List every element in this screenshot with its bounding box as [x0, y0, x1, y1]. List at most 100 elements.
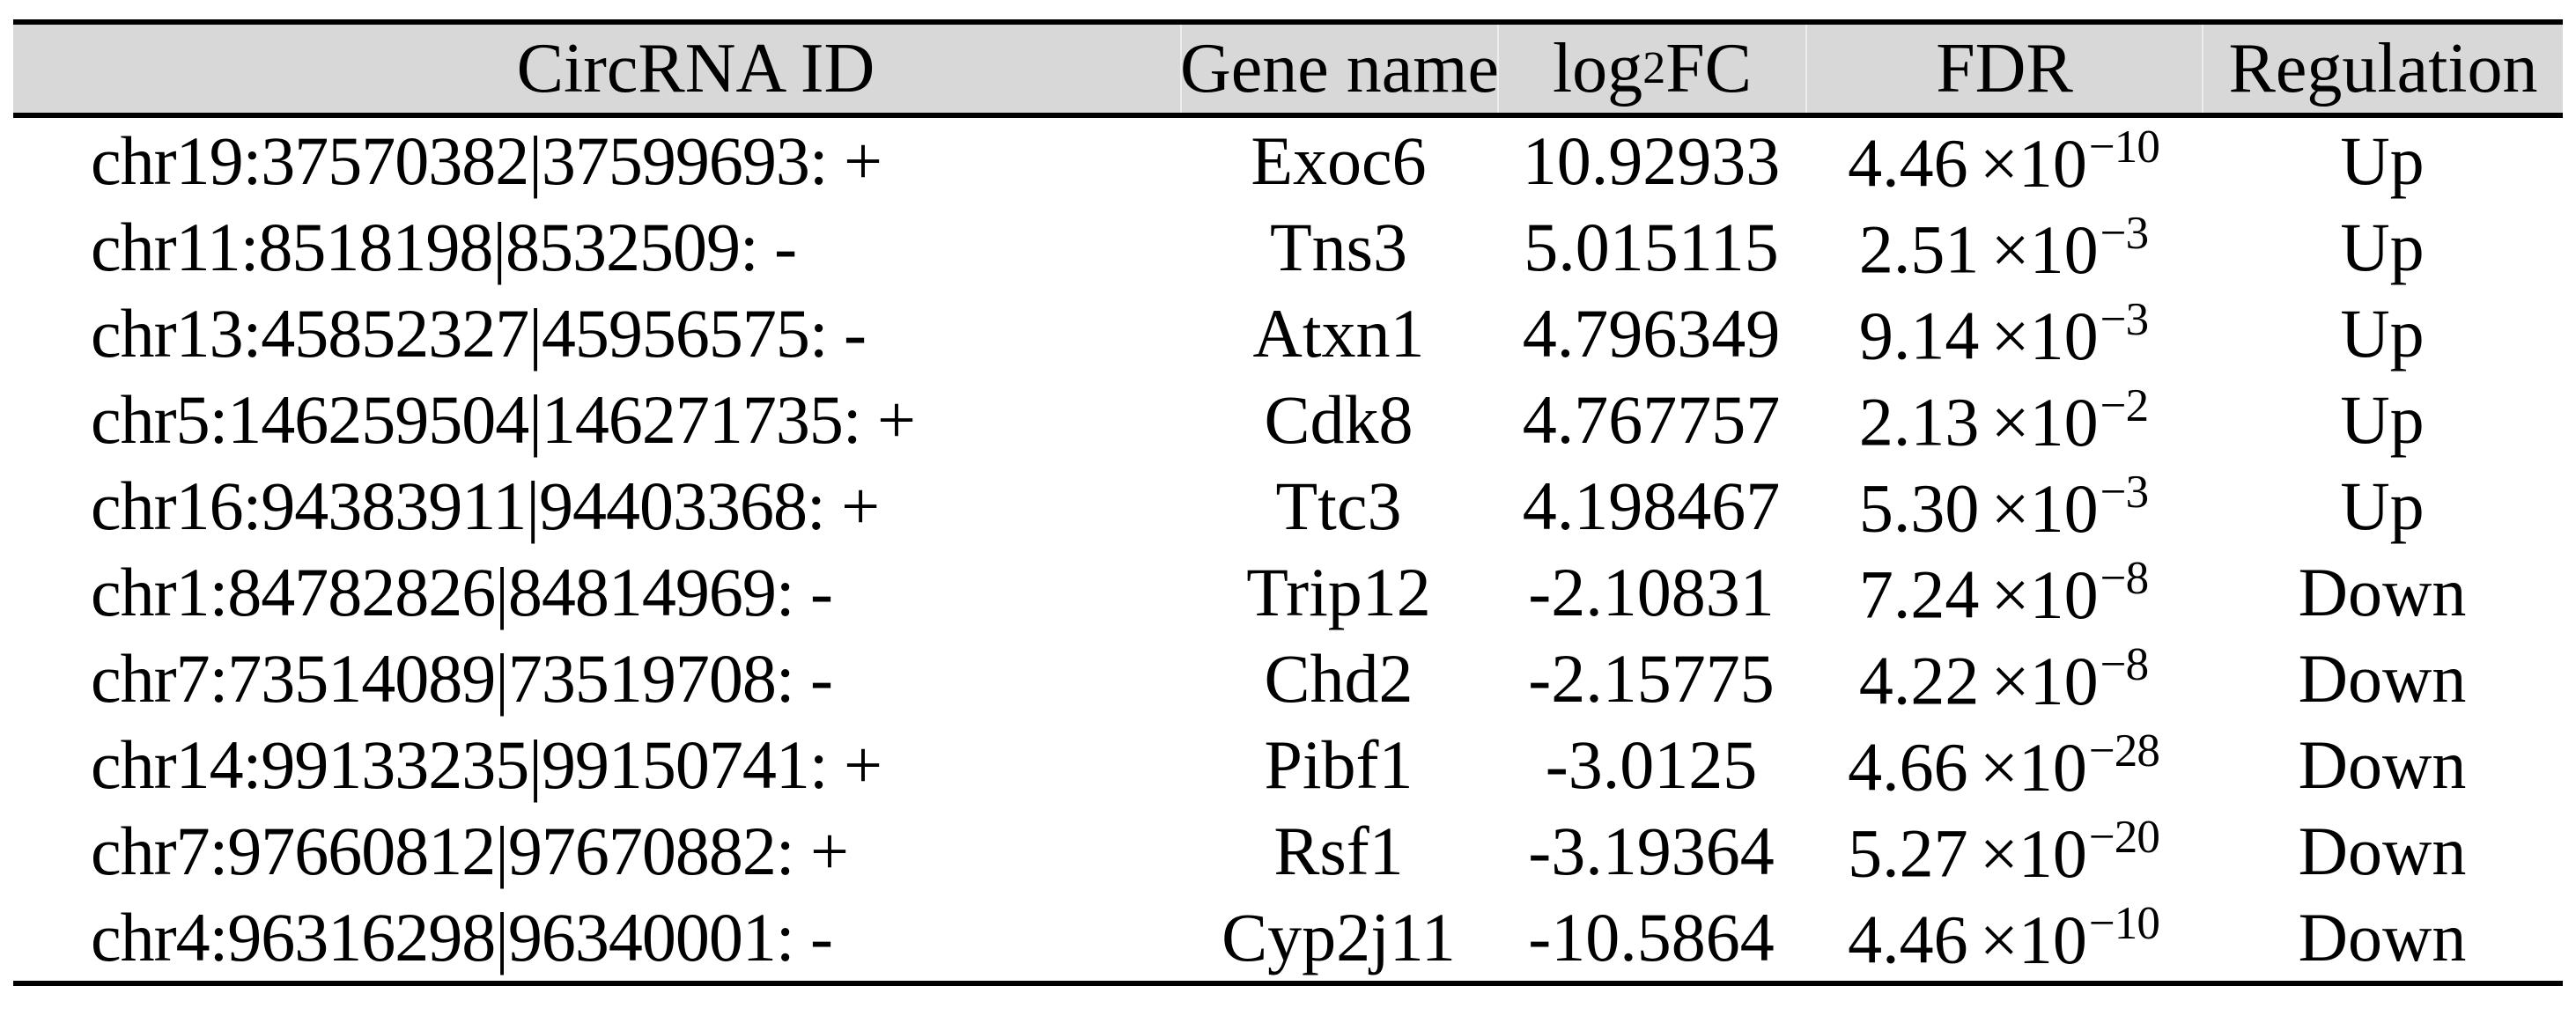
fdr-times-ten: ×10 [1979, 124, 2087, 202]
table-body: chr19:37570382|37599693: + Exoc6 10.9293… [13, 118, 2563, 986]
fdr-cell: 4.66 ×10−28 [1805, 728, 2202, 802]
fdr-exponent: −3 [2100, 294, 2149, 346]
fdr-cell: 2.13 ×10−2 [1805, 383, 2202, 457]
fdr-times-ten: ×10 [1979, 814, 2087, 892]
table-row: chr5:146259504|146271735: + Cdk8 4.76775… [13, 377, 2563, 463]
gene-name-cell: Cyp2j11 [1222, 899, 1456, 975]
table-row: chr19:37570382|37599693: + Exoc6 10.9293… [13, 118, 2563, 204]
fdr-cell: 4.46 ×10−10 [1805, 901, 2202, 975]
gene-name-cell: Rsf1 [1273, 813, 1404, 889]
fdr-exponent: −28 [2088, 725, 2160, 777]
log2fc-cell: -10.5864 [1528, 899, 1775, 975]
fdr-mantissa: 4.22 [1858, 642, 1980, 719]
regulation-cell: Up [2340, 381, 2425, 458]
table-row: chr16:94383911|94403368: + Ttc3 4.198467… [13, 463, 2563, 549]
log2fc-prefix: log [1552, 30, 1643, 107]
fdr-mantissa: 2.51 [1858, 210, 1980, 288]
gene-name-cell: Exoc6 [1251, 122, 1427, 199]
log2fc-cell: 4.767757 [1522, 381, 1781, 458]
fdr-cell: 2.51 ×10−3 [1805, 210, 2202, 284]
regulation-cell: Up [2340, 467, 2425, 544]
table-row: chr13:45852327|45956575: - Atxn1 4.79634… [13, 291, 2563, 377]
fdr-times-ten: ×10 [1990, 556, 2099, 633]
fdr-times-ten: ×10 [1990, 297, 2099, 374]
fdr-mantissa: 4.66 [1848, 728, 1968, 806]
fdr-exponent: −10 [2088, 121, 2160, 173]
column-header-log2fc: log 2 FC [1497, 25, 1805, 113]
fdr-cell: 4.22 ×10−8 [1805, 642, 2202, 716]
column-header-regulation: Regulation [2202, 25, 2563, 113]
regulation-cell: Up [2340, 122, 2425, 199]
fdr-exponent: −10 [2088, 898, 2160, 950]
fdr-exponent: −8 [2100, 553, 2149, 605]
circrna-id-cell: chr11:8518198|8532509: - [91, 209, 797, 285]
regulation-cell: Down [2298, 554, 2467, 630]
circrna-id-cell: chr7:97660812|97670882: + [91, 813, 849, 889]
gene-name-cell: Pibf1 [1264, 726, 1413, 803]
circrna-table: CircRNA ID Gene name log 2 FC FDR Regulati… [13, 19, 2563, 986]
fdr-cell: 9.14 ×10−3 [1805, 297, 2202, 371]
gene-name-cell: Cdk8 [1264, 381, 1413, 458]
fdr-exponent: −3 [2100, 208, 2149, 260]
table-row: chr4:96316298|96340001: - Cyp2j11 -10.58… [13, 894, 2563, 981]
fdr-mantissa: 9.14 [1858, 297, 1980, 374]
log2fc-cell: -3.0125 [1545, 726, 1758, 803]
gene-name-cell: Trip12 [1246, 554, 1431, 630]
regulation-cell: Down [2298, 640, 2467, 717]
fdr-times-ten: ×10 [1979, 901, 2087, 978]
table-row: chr7:97660812|97670882: + Rsf1 -3.19364 … [13, 808, 2563, 894]
circrna-id-cell: chr16:94383911|94403368: + [91, 467, 880, 544]
regulation-cell: Down [2298, 813, 2467, 889]
fdr-cell: 7.24 ×10−8 [1805, 556, 2202, 629]
fdr-mantissa: 2.13 [1858, 383, 1980, 460]
fdr-times-ten: ×10 [1990, 383, 2099, 460]
gene-name-cell: Chd2 [1264, 640, 1413, 717]
fdr-cell: 5.30 ×10−3 [1805, 469, 2202, 543]
log2fc-cell: 4.198467 [1522, 467, 1781, 544]
regulation-cell: Down [2298, 899, 2467, 975]
fdr-mantissa: 5.27 [1848, 814, 1968, 892]
table-row: chr11:8518198|8532509: - Tns3 5.015115 2… [13, 204, 2563, 291]
fdr-exponent: −2 [2100, 380, 2149, 432]
table-row: chr1:84782826|84814969: - Trip12 -2.1083… [13, 549, 2563, 636]
circrna-id-cell: chr14:99133235|99150741: + [91, 726, 882, 803]
circrna-id-cell: chr4:96316298|96340001: - [91, 899, 833, 975]
log2fc-suffix: FC [1665, 30, 1753, 107]
log2fc-cell: -2.10831 [1528, 554, 1775, 630]
circrna-id-cell: chr7:73514089|73519708: - [91, 640, 833, 717]
fdr-times-ten: ×10 [1979, 728, 2087, 806]
fdr-mantissa: 4.46 [1848, 901, 1968, 978]
column-header-gene-name: Gene name [1180, 25, 1499, 113]
fdr-mantissa: 5.30 [1858, 469, 1980, 547]
fdr-exponent: −8 [2100, 639, 2149, 691]
circrna-id-cell: chr13:45852327|45956575: - [91, 295, 867, 372]
log2fc-cell: -3.19364 [1528, 813, 1775, 889]
fdr-times-ten: ×10 [1990, 469, 2099, 547]
fdr-cell: 4.46 ×10−10 [1805, 124, 2202, 198]
fdr-mantissa: 7.24 [1858, 556, 1980, 633]
fdr-cell: 5.27 ×10−20 [1805, 814, 2202, 888]
table-row: chr7:73514089|73519708: - Chd2 -2.15775 … [13, 636, 2563, 722]
regulation-cell: Down [2298, 726, 2467, 803]
regulation-cell: Up [2340, 209, 2425, 285]
table-row: chr14:99133235|99150741: + Pibf1 -3.0125… [13, 722, 2563, 808]
circrna-id-cell: chr5:146259504|146271735: + [91, 381, 916, 458]
log2fc-cell: 5.015115 [1524, 209, 1779, 285]
gene-name-cell: Ttc3 [1275, 467, 1402, 544]
fdr-times-ten: ×10 [1990, 210, 2099, 288]
circrna-id-cell: chr19:37570382|37599693: + [91, 122, 882, 199]
log2fc-subscript: 2 [1642, 43, 1666, 93]
column-header-fdr: FDR [1805, 25, 2202, 113]
circrna-id-cell: chr1:84782826|84814969: - [91, 554, 833, 630]
fdr-times-ten: ×10 [1990, 642, 2099, 719]
table-header-row: CircRNA ID Gene name log 2 FC FDR Regulati… [13, 19, 2563, 118]
fdr-mantissa: 4.46 [1848, 124, 1968, 202]
gene-name-cell: Atxn1 [1252, 295, 1425, 372]
fdr-exponent: −20 [2088, 812, 2160, 864]
column-header-circrna-id: CircRNA ID [516, 30, 875, 107]
log2fc-cell: 4.796349 [1522, 295, 1781, 372]
fdr-exponent: −3 [2100, 467, 2149, 519]
gene-name-cell: Tns3 [1270, 209, 1407, 285]
regulation-cell: Up [2340, 295, 2425, 372]
log2fc-cell: -2.15775 [1528, 640, 1775, 717]
